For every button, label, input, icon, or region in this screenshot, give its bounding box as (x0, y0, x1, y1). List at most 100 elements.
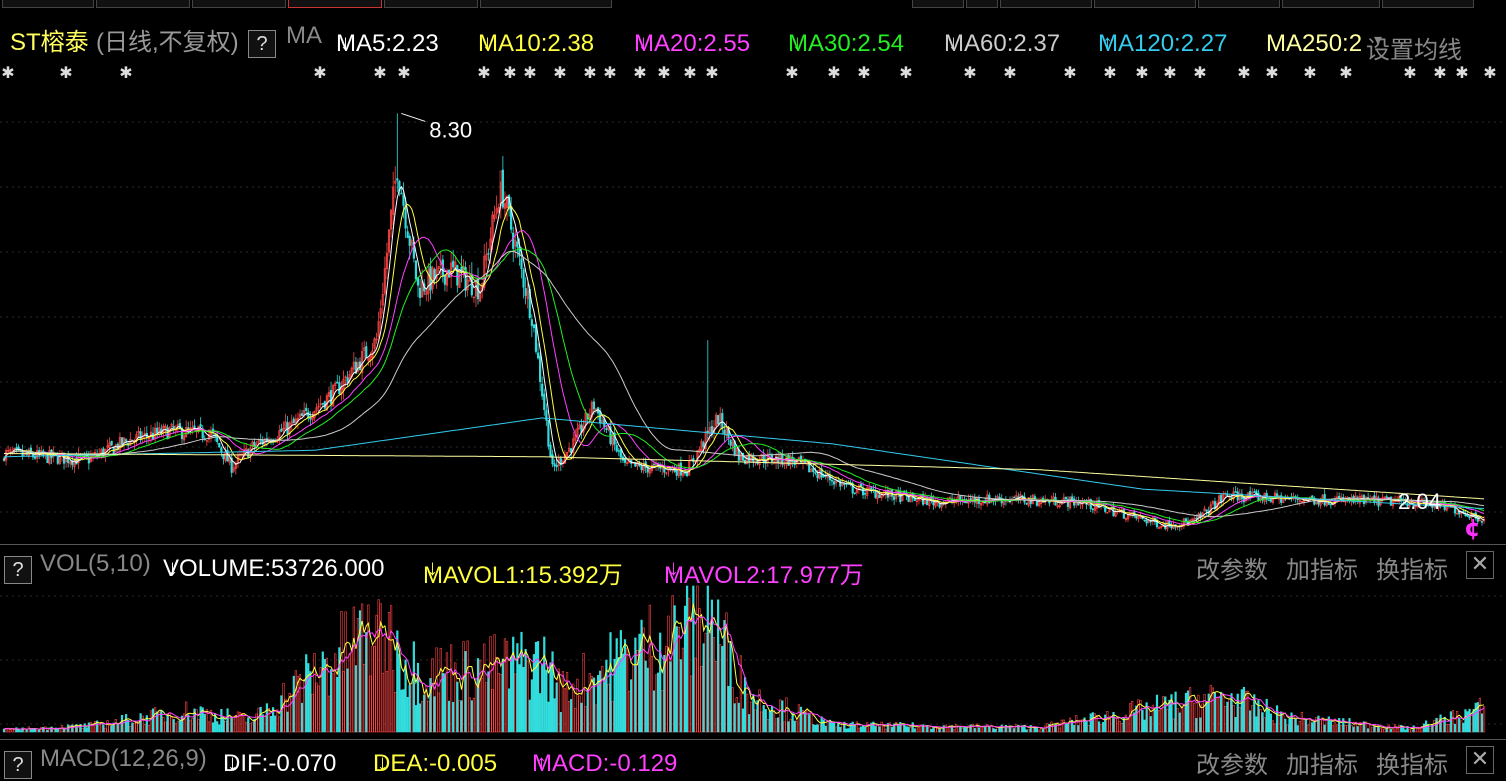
tab[interactable] (912, 0, 964, 8)
candle-body (988, 494, 991, 504)
tab[interactable] (480, 0, 612, 8)
volume-bar (44, 726, 47, 733)
candle-body (450, 262, 453, 278)
event-marker: ✱ (503, 63, 516, 82)
candle-body (406, 231, 409, 238)
candle-body (1037, 502, 1041, 506)
candle-body (868, 487, 871, 489)
candle-body (539, 355, 542, 382)
price-chart[interactable]: ✱ ✱ ✱ ✱ ✱ ✱ ✱ ✱ ✱ ✱ ✱ ✱ ✱ ✱ ✱ ✱ ✱ ✱ ✱ ✱ ✱ ✱ ✱ ✱ ✱ ✱ ✱ ✱ ✱ ✱ ✱ ✱ ✱ ✱ ✱ 8.30 2… (0, 58, 1506, 540)
candle-body (605, 428, 608, 430)
vol-edit-params-button[interactable]: 改参数 (1196, 557, 1268, 584)
volume-bar (1265, 698, 1268, 733)
macd-title[interactable]: MACD(12,26,9) (40, 745, 207, 772)
volume-bar (1377, 726, 1380, 733)
volume-bar (1017, 724, 1020, 733)
volume-chart[interactable] (0, 582, 1506, 736)
volume-bar (234, 714, 237, 733)
candle-body (222, 453, 225, 459)
volume-bar (2, 728, 6, 733)
candle-body (861, 487, 865, 496)
volume-bar (1371, 727, 1374, 733)
volume-bar (464, 651, 467, 733)
tab[interactable] (966, 0, 998, 8)
volume-bar (1013, 728, 1016, 733)
candle-body (1466, 514, 1469, 517)
volume-bar (1234, 717, 1237, 733)
volume-bar (1342, 718, 1345, 733)
volume-bar (793, 720, 796, 733)
volume-bar (46, 729, 49, 733)
vol-switch-indicator-button[interactable]: 换指标 (1376, 557, 1448, 584)
candle-body (435, 268, 438, 279)
tab[interactable] (2, 0, 94, 8)
volume-bar (969, 724, 972, 733)
volume-bar (685, 585, 689, 733)
volume-bar (1387, 724, 1390, 733)
vol-close-icon[interactable]: ✕ (1466, 551, 1494, 579)
tab-active[interactable] (288, 0, 382, 8)
volume-bar (880, 721, 883, 733)
candle-body (870, 487, 873, 491)
event-marker: ✱ (119, 63, 132, 82)
candle-body (530, 319, 533, 326)
volume-bar (806, 709, 809, 733)
tab[interactable] (384, 0, 478, 8)
volume-bar (211, 722, 215, 733)
macd-switch-indicator-button[interactable]: 换指标 (1376, 752, 1448, 779)
candle-body (750, 453, 753, 462)
tab[interactable] (1000, 0, 1092, 8)
vol-title[interactable]: VOL(5,10) (40, 550, 151, 577)
volume-bar (1300, 711, 1303, 733)
volume-bar (1143, 719, 1146, 733)
candle-body (1025, 502, 1028, 505)
volume-bar (1323, 724, 1326, 733)
candle-body (1147, 520, 1150, 523)
tab[interactable] (1094, 0, 1196, 8)
volume-bar (278, 716, 281, 733)
volume-bar (748, 714, 751, 733)
macd-edit-params-button[interactable]: 改参数 (1196, 752, 1268, 779)
volume-bar (938, 728, 941, 733)
candle-body (135, 434, 138, 440)
candle-body (520, 258, 523, 269)
macd-help-button[interactable]: ? (4, 751, 32, 779)
help-button[interactable]: ? (248, 30, 276, 58)
volume-bar (294, 670, 297, 733)
tab[interactable] (1198, 0, 1280, 8)
tab[interactable] (192, 0, 286, 8)
volume-bar (1153, 709, 1157, 733)
candle-body (319, 403, 322, 406)
candle-body (1280, 495, 1283, 503)
volume-bar (493, 634, 496, 733)
event-marker: ✱ (1, 63, 14, 82)
volume-bar (944, 724, 947, 733)
volume-bar (884, 728, 887, 733)
event-marker: ✱ (633, 63, 646, 82)
volume-bar (83, 723, 86, 733)
candle-body (717, 415, 720, 425)
volume-bar (307, 663, 310, 733)
volume-bar (456, 681, 459, 733)
candle-body (425, 290, 428, 295)
candle-body (615, 445, 618, 452)
candle-body (1253, 491, 1256, 493)
tab[interactable] (1282, 0, 1380, 8)
ma60-line (3, 250, 1485, 518)
volume-bar (172, 719, 175, 733)
candle-body (125, 439, 128, 442)
volume-bar (274, 715, 277, 733)
volume-bar (1064, 723, 1068, 733)
volume-bar (1052, 725, 1055, 733)
tab[interactable] (96, 0, 190, 8)
vol-help-button[interactable]: ? (4, 556, 32, 584)
volume-bar (1356, 726, 1359, 733)
tab[interactable] (1382, 0, 1474, 8)
volume-bar (435, 647, 438, 733)
volume-bar (1470, 713, 1473, 733)
macd-close-icon[interactable]: ✕ (1466, 746, 1494, 774)
macd-add-indicator-button[interactable]: 加指标 (1286, 752, 1358, 779)
indicator-name[interactable]: MA (286, 22, 322, 49)
vol-add-indicator-button[interactable]: 加指标 (1286, 557, 1358, 584)
candle-body (220, 447, 223, 453)
